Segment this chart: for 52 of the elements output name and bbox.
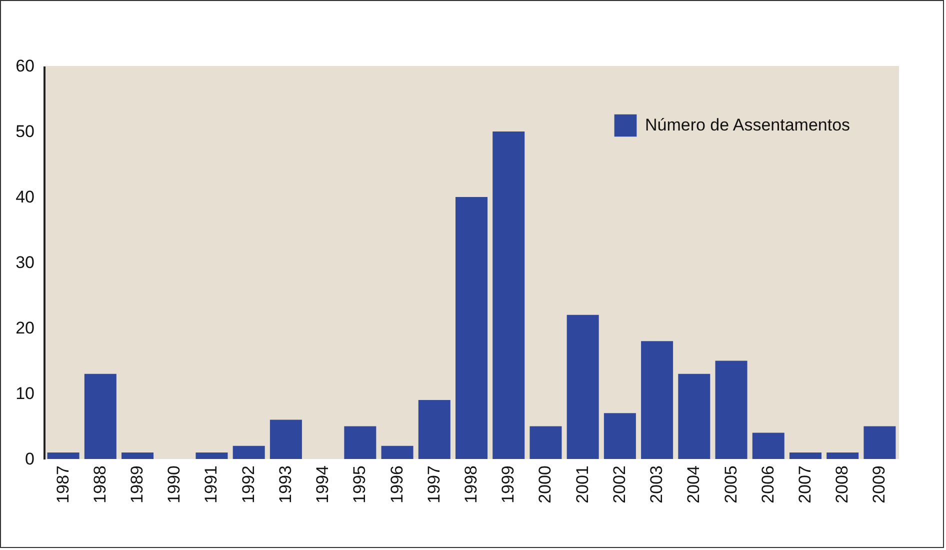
y-tick-label: 50 — [16, 122, 34, 141]
bar — [196, 452, 228, 459]
bar — [418, 400, 450, 459]
bar — [122, 452, 154, 459]
x-tick-label: 2004 — [684, 466, 704, 504]
bar — [84, 374, 116, 459]
x-tick-label: 1998 — [462, 466, 480, 504]
x-tick-label: 1989 — [128, 466, 147, 504]
x-tick-label: 1994 — [313, 466, 332, 504]
x-tick-label: 2008 — [832, 466, 852, 504]
bar — [381, 446, 414, 459]
bar — [752, 432, 784, 459]
x-tick-label: 2003 — [647, 466, 666, 504]
x-tick-label: 2002 — [610, 466, 629, 504]
bar — [604, 413, 636, 459]
x-tick-label: 1987 — [53, 466, 72, 504]
bar — [344, 426, 376, 459]
x-tick-label: 1993 — [276, 466, 295, 504]
y-tick-label: 60 — [16, 56, 34, 76]
x-tick-label: 2009 — [870, 466, 889, 504]
bar — [715, 360, 748, 459]
bar — [641, 341, 674, 459]
x-tick-label: 1991 — [202, 466, 221, 504]
y-tick-label: 0 — [25, 450, 34, 468]
x-tick-label: 1999 — [498, 466, 518, 504]
bar — [492, 132, 525, 459]
y-tick-label: 10 — [16, 384, 34, 403]
x-tick-label: 1990 — [164, 466, 184, 504]
bar — [530, 426, 562, 459]
bar — [678, 374, 710, 459]
x-tick-label: 1997 — [424, 466, 444, 504]
bar — [566, 314, 599, 459]
y-tick-label: 30 — [16, 253, 34, 272]
x-tick-label: 1992 — [238, 466, 258, 504]
bar — [270, 420, 302, 459]
legend-label: Número de Assentamentos — [645, 116, 850, 134]
y-tick-label: 40 — [16, 188, 34, 206]
x-tick-label: 1996 — [387, 466, 406, 504]
x-tick-label: 2000 — [536, 466, 555, 504]
x-tick-label: 1995 — [350, 466, 370, 504]
x-tick-label: 2006 — [758, 466, 778, 504]
bar — [456, 197, 488, 459]
x-tick-label: 1988 — [90, 466, 110, 504]
bar — [826, 452, 859, 459]
x-tick-label: 2005 — [721, 466, 740, 504]
bar — [864, 426, 896, 459]
bar — [47, 452, 80, 459]
bar — [789, 452, 822, 459]
bar — [232, 446, 265, 459]
y-tick-label: 20 — [16, 318, 34, 338]
x-tick-label: 2007 — [795, 466, 814, 504]
x-tick-label: 2001 — [572, 466, 592, 504]
